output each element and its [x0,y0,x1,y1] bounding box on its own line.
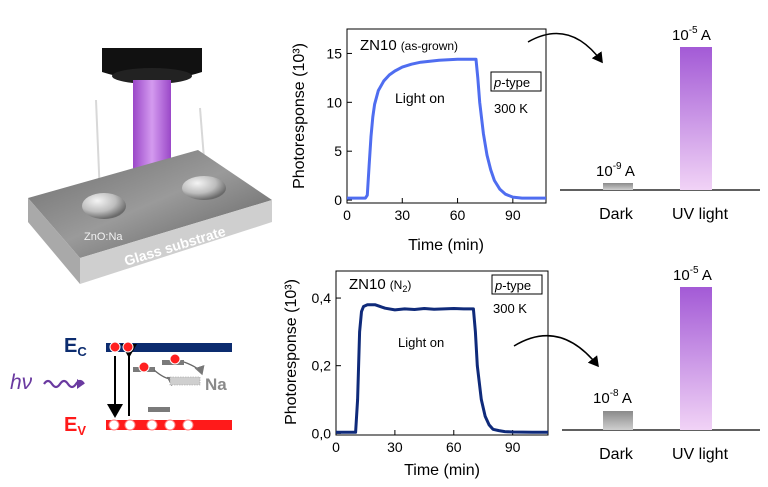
data-label-dark: 10-9 A [596,161,635,180]
dopant-label: Na [205,375,227,394]
type-box [491,274,543,295]
data-label-uv: 10-5 A [672,25,711,44]
bar-chart-as-grown: 10-9 A 10-5 A Dark UV light [560,25,760,223]
conduction-band [106,343,232,352]
x-tick-label: 90 [505,207,521,223]
electron-icon [169,353,181,365]
electron-icon [109,341,121,353]
ev-label: EV [64,414,86,438]
y-tick-label: 15 [326,45,342,61]
temperature-label: 300 K [494,101,528,116]
x-axis-label: Time (min) [404,462,480,479]
ec-label: EC [64,335,87,359]
y-tick-label: 0,0 [312,425,332,441]
device-illustration: ZnO:Na Glass substrate [28,48,272,284]
type-label: p-type [494,278,531,293]
axis-ticks: 0 30 60 90 0 5 10 15 [326,45,520,223]
bar-uv [680,47,712,190]
bar-uv [680,287,712,430]
chart-title: ZN10 (N2) [349,276,411,294]
type-box [490,71,542,92]
sample-label: ZnO:Na [84,231,123,243]
bar-dark [603,411,633,430]
substrate-side-left [28,198,80,284]
na-acceptor-level [169,376,201,386]
x-tick-label: 90 [505,439,521,455]
lamp-lens-icon [112,68,192,84]
x-tick-label: 30 [387,439,403,455]
plot-frame [335,270,549,436]
category-label: Dark [599,446,634,463]
contact-drop-left [82,193,126,219]
chart-as-grown: 0 30 60 90 0 5 10 15 ZN10 (as-grown) Light on p-… [291,28,547,254]
chart-n2: 0 30 60 90 0,0 0,2 0,4 ZN10 (N2) Light on p-typ… [283,270,549,479]
y-tick-label: 0 [334,192,342,208]
hv-label: hν [10,371,33,394]
substrate-side-front [80,200,272,284]
annotation-light-on: Light on [398,335,444,350]
y-axis-label: Photoresponse (10³) [283,279,300,425]
x-tick-label: 0 [343,207,351,223]
curved-arrow-icon [513,334,599,368]
y-tick-label: 5 [334,143,342,159]
bar-chart-n2: 10-8 A 10-5 A Dark UV light [562,265,760,463]
x-axis-label: Time (min) [408,237,484,254]
x-tick-label: 60 [446,439,462,455]
plot-frame [346,28,547,204]
bar-dark [603,183,633,190]
x-tick-label: 0 [332,439,340,455]
electron-icon [138,361,150,373]
y-axis-label: Photoresponse (10³) [291,43,308,189]
x-tick-label: 30 [394,207,410,223]
series-line [336,303,548,434]
chart-title: ZN10 (as-grown) [360,37,458,54]
data-label-uv: 10-5 A [673,265,712,284]
series-line [347,57,546,200]
category-label: UV light [672,446,729,463]
category-label: UV light [672,206,729,223]
deep-level [148,407,170,412]
curved-arrow-icon [527,32,603,64]
annotation-light-on: Light on [395,90,445,106]
contact-drop-right [182,176,226,200]
category-label: Dark [599,206,634,223]
type-label: p-type [493,75,530,90]
y-tick-label: 0,4 [312,290,332,306]
photon-wave-icon [43,379,85,389]
data-label-dark: 10-8 A [593,388,632,407]
x-tick-label: 60 [450,207,466,223]
temperature-label: 300 K [493,301,527,316]
y-tick-label: 0,2 [312,358,332,374]
holes [108,419,194,431]
axis-ticks: 0 30 60 90 0,0 0,2 0,4 [312,290,521,455]
y-tick-label: 10 [326,94,342,110]
band-diagram: EC EV hν Na [10,335,232,438]
electron-icon [122,341,134,353]
